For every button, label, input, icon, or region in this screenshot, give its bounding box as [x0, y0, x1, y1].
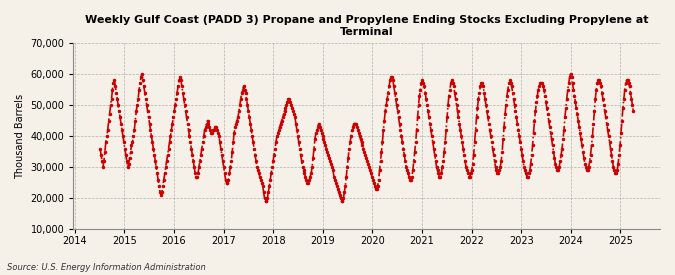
Title: Weekly Gulf Coast (PADD 3) Propane and Propylene Ending Stocks Excluding Propyle: Weekly Gulf Coast (PADD 3) Propane and P…	[85, 15, 649, 37]
Y-axis label: Thousand Barrels: Thousand Barrels	[15, 94, 25, 179]
Text: Source: U.S. Energy Information Administration: Source: U.S. Energy Information Administ…	[7, 263, 205, 272]
